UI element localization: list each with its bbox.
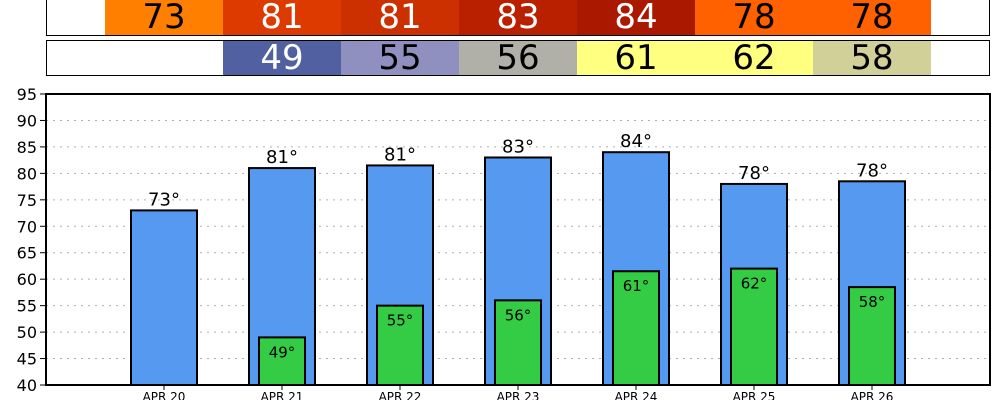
high-temperature-strip: 73 81 81 83 84 78 78 xyxy=(46,0,990,36)
high-bar-label: 78° xyxy=(738,163,770,184)
x-category-label: APR 25 xyxy=(733,390,776,400)
low-temp-cell: 62 xyxy=(695,41,813,75)
high-bar-label: 81° xyxy=(266,147,298,168)
low-temp-cell: 55 xyxy=(341,41,459,75)
y-tick-label: 85 xyxy=(17,138,37,157)
high-bar-label: 81° xyxy=(384,144,416,165)
y-tick-label: 70 xyxy=(17,217,37,236)
temperature-bar-chart: 40 45 50 55 60 65 70 75 80 85 90 95 73° APR 20 81° 49° A… xyxy=(17,85,991,400)
low-bar xyxy=(376,304,424,387)
low-bar-label: 58° xyxy=(859,293,886,311)
y-tick-label: 90 xyxy=(17,111,37,130)
high-temp-cell: 73 xyxy=(105,0,223,35)
x-category-label: APR 20 xyxy=(143,390,186,400)
low-bar-label: 55° xyxy=(387,312,414,330)
y-tick-label: 50 xyxy=(17,323,37,342)
y-tick-label: 80 xyxy=(17,164,37,183)
high-bar-label: 83° xyxy=(502,136,534,157)
high-bar-label: 73° xyxy=(148,189,180,210)
low-bar-label: 56° xyxy=(505,306,532,324)
high-temp-cell: 81 xyxy=(341,0,459,35)
high-temp-cell: 84 xyxy=(577,0,695,35)
x-category-label: APR 23 xyxy=(497,390,540,400)
y-tick-label: 95 xyxy=(17,85,37,104)
high-bar-label: 84° xyxy=(620,131,652,152)
plot-frame xyxy=(45,93,991,386)
high-temp-cell: 78 xyxy=(695,0,813,35)
low-bar-label: 62° xyxy=(741,275,768,293)
low-temp-cell: 61 xyxy=(577,41,695,75)
low-temp-cell: 49 xyxy=(223,41,341,75)
low-temp-cell: 56 xyxy=(459,41,577,75)
low-temperature-strip: 49 55 56 61 62 58 xyxy=(46,40,990,76)
x-category-label: APR 22 xyxy=(379,390,422,400)
high-temp-cell: 83 xyxy=(459,0,577,35)
x-category-label: APR 24 xyxy=(615,390,658,400)
high-temp-cell: 78 xyxy=(813,0,931,35)
high-bar-label: 78° xyxy=(856,160,888,181)
y-tick-label: 75 xyxy=(17,191,37,210)
low-bar xyxy=(848,286,896,386)
y-tick-label: 45 xyxy=(17,350,37,369)
low-temp-cell: 58 xyxy=(813,41,931,75)
y-tick-label: 40 xyxy=(17,376,37,395)
y-tick-label: 55 xyxy=(17,297,37,316)
low-bar-label: 49° xyxy=(269,343,296,361)
high-temp-cell: 81 xyxy=(223,0,341,35)
x-category-label: APR 21 xyxy=(261,390,304,400)
y-tick-label: 60 xyxy=(17,270,37,289)
y-tick-label: 65 xyxy=(17,244,37,263)
low-bar xyxy=(494,299,542,387)
high-bar xyxy=(130,209,198,386)
low-bar-label: 61° xyxy=(623,277,650,295)
x-category-label: APR 26 xyxy=(851,390,894,400)
